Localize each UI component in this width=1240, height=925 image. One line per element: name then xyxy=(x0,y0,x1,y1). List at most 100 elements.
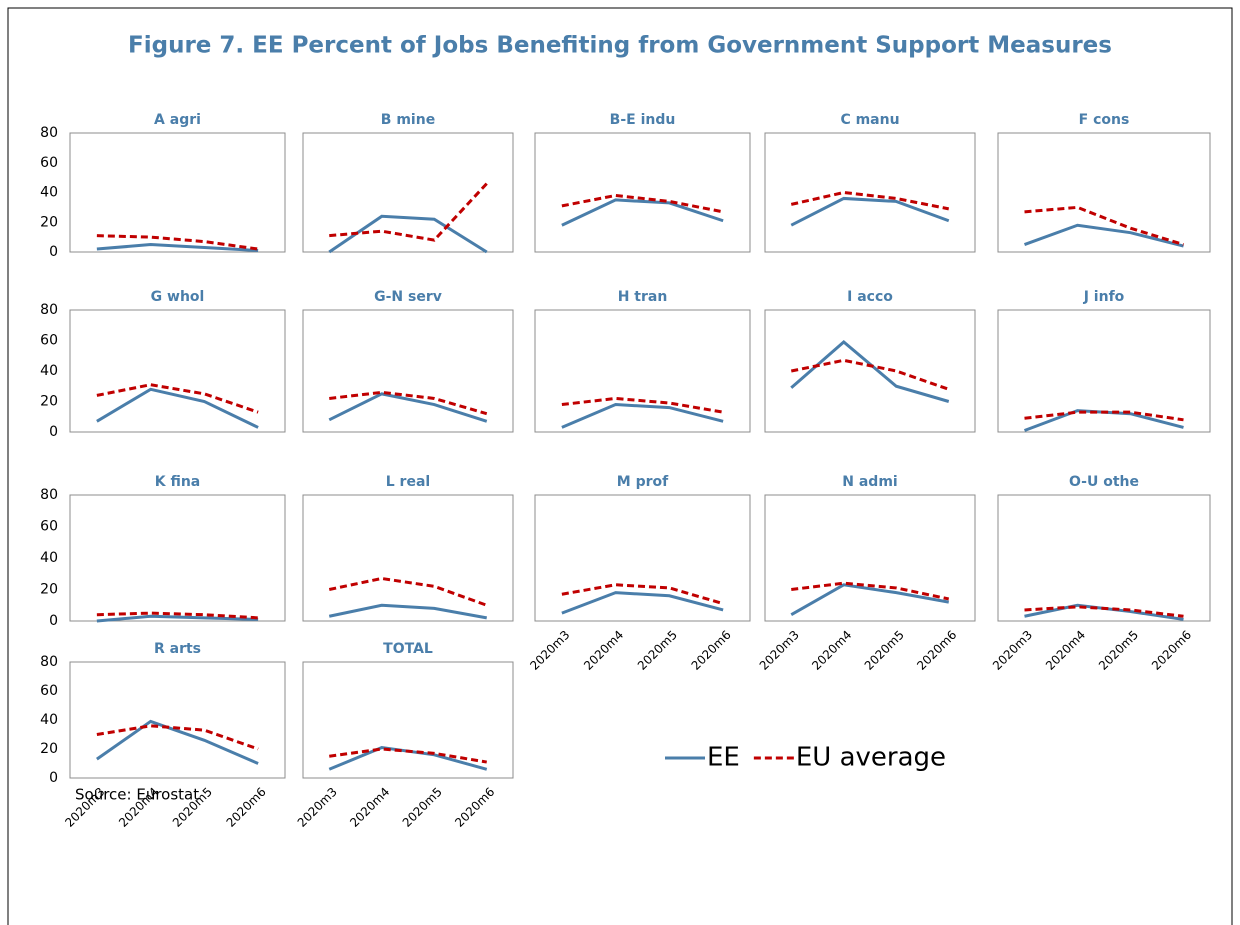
plot-frame xyxy=(764,132,976,253)
series-line xyxy=(96,387,259,429)
panel-title: G whol xyxy=(151,289,205,305)
panel-title: B-E indu xyxy=(610,112,676,128)
panel-title: F cons xyxy=(1079,112,1130,128)
x-tick-label: 2020m5 xyxy=(400,785,445,830)
x-tick-label: 2020m5 xyxy=(1096,628,1141,673)
y-tick-label: 80 xyxy=(40,654,58,670)
series-line xyxy=(329,182,488,242)
x-tick-label: 2020m4 xyxy=(1043,628,1088,673)
y-tick-label: 0 xyxy=(49,613,58,629)
x-tick-label: 2020m4 xyxy=(809,628,854,673)
x-tick-label: 2020m6 xyxy=(689,628,734,673)
series-line xyxy=(791,581,950,601)
y-tick-label: 60 xyxy=(40,519,58,535)
y-tick-label: 20 xyxy=(40,394,58,410)
y-tick-label: 20 xyxy=(40,214,58,230)
x-tick-label: 2020m4 xyxy=(347,785,392,830)
series-line xyxy=(1024,205,1184,246)
legend-label: EU average xyxy=(796,743,946,773)
series-line xyxy=(790,358,950,391)
x-tick-label: 2020m6 xyxy=(1149,628,1194,673)
series-line xyxy=(96,243,259,253)
figure-title: Figure 7. EE Percent of Jobs Benefiting … xyxy=(128,33,1112,59)
y-tick-label: 40 xyxy=(40,363,58,379)
series-line xyxy=(328,576,488,607)
y-tick-label: 40 xyxy=(40,185,58,201)
y-tick-label: 60 xyxy=(40,155,58,171)
series-line xyxy=(790,583,950,617)
series-line xyxy=(1023,223,1184,248)
panel-title: K fina xyxy=(155,474,201,490)
plot-frame xyxy=(997,494,1211,622)
series-line xyxy=(96,614,259,623)
x-tick-label: 2020m6 xyxy=(452,785,497,830)
plot-frame xyxy=(302,494,514,622)
y-tick-label: 80 xyxy=(40,125,58,141)
x-tick-label: 2020m3 xyxy=(757,628,802,673)
x-tick-label: 2020m5 xyxy=(635,628,680,673)
series-line xyxy=(96,719,259,765)
x-tick-label: 2020m3 xyxy=(527,628,572,673)
y-tick-label: 0 xyxy=(49,424,58,440)
plot-frame xyxy=(69,494,286,622)
legend-label: EE xyxy=(707,743,740,773)
panel-title: M prof xyxy=(617,474,669,490)
panel-title: J info xyxy=(1083,289,1125,305)
series-line xyxy=(561,403,724,429)
y-tick-label: 20 xyxy=(40,582,58,598)
panel-title: R arts xyxy=(154,641,201,657)
series-line xyxy=(96,383,259,414)
frame xyxy=(7,7,1233,925)
series-line xyxy=(328,392,488,423)
plot-frame xyxy=(997,309,1211,433)
panel-title: TOTAL xyxy=(383,641,433,657)
y-tick-label: 60 xyxy=(40,683,58,699)
plot-frame xyxy=(302,309,514,433)
panel-title: A agri xyxy=(154,112,201,128)
x-tick-label: 2020m6 xyxy=(914,628,959,673)
panel-title: B mine xyxy=(381,112,435,128)
plot-frame xyxy=(534,494,751,622)
panel-title: O-U othe xyxy=(1069,474,1139,490)
series-line xyxy=(329,747,487,764)
y-tick-label: 0 xyxy=(49,244,58,260)
plot-frame xyxy=(764,309,976,433)
plot-frame xyxy=(69,309,286,433)
plot-frame xyxy=(69,132,286,253)
series-line xyxy=(790,196,950,227)
series-line xyxy=(96,234,259,251)
series-line xyxy=(1024,410,1184,422)
y-tick-label: 60 xyxy=(40,333,58,349)
series-line xyxy=(561,583,724,606)
series-line xyxy=(790,340,950,403)
y-tick-label: 0 xyxy=(49,770,58,786)
plot-frame xyxy=(764,494,976,622)
y-tick-label: 20 xyxy=(40,741,58,757)
plot-frame xyxy=(302,661,514,779)
x-tick-label: 2020m4 xyxy=(581,628,626,673)
x-tick-label: 2020m6 xyxy=(224,785,269,830)
series-line xyxy=(329,390,488,416)
panel-title: C manu xyxy=(840,112,899,128)
x-tick-label: 2020m3 xyxy=(295,785,340,830)
series-line xyxy=(790,190,950,211)
panel-title: I acco xyxy=(847,289,893,305)
y-tick-label: 80 xyxy=(40,487,58,503)
y-tick-label: 40 xyxy=(40,712,58,728)
x-tick-label: 2020m3 xyxy=(990,628,1035,673)
series-line xyxy=(561,198,724,227)
panel-title: N admi xyxy=(842,474,897,490)
series-line xyxy=(561,591,724,615)
series-line xyxy=(561,193,724,214)
x-tick-label: 2020m5 xyxy=(862,628,907,673)
y-tick-label: 40 xyxy=(40,550,58,566)
plot-frame xyxy=(534,132,751,253)
plot-frame xyxy=(302,132,514,253)
series-line xyxy=(328,603,488,620)
series-line xyxy=(561,396,724,414)
series-line xyxy=(96,611,259,620)
panel-title: G-N serv xyxy=(374,289,442,305)
plot-frame xyxy=(997,132,1211,253)
series-line xyxy=(96,724,259,751)
plot-frame xyxy=(534,309,751,433)
